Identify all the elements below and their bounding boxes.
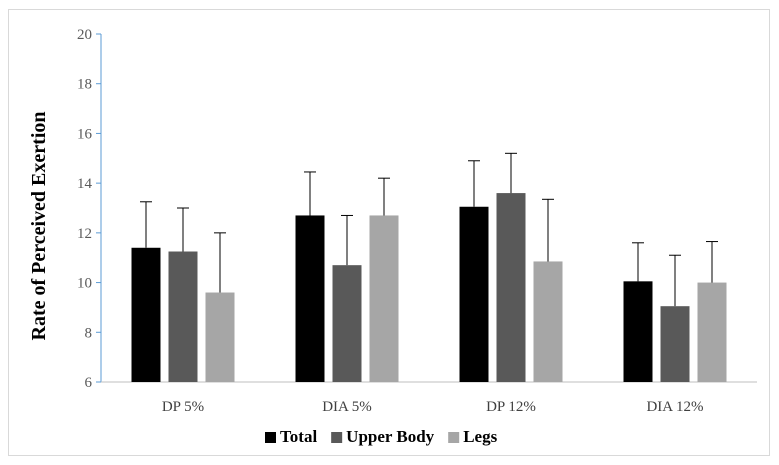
bar-legs [697, 282, 727, 382]
bar-upper-body [660, 306, 690, 382]
y-tick-label: 20 [77, 27, 92, 43]
bar-legs [533, 261, 563, 382]
bar-total [459, 206, 489, 382]
legend-swatch [265, 432, 276, 443]
y-tick-label: 18 [77, 77, 92, 93]
legend: Total Upper Body Legs [265, 427, 498, 446]
y-tick-label: 12 [77, 226, 92, 242]
bar-upper-body [332, 265, 362, 382]
y-tick-label: 16 [77, 126, 93, 142]
x-tick-label: DIA 12% [646, 399, 703, 415]
y-tick-label: 10 [77, 276, 92, 292]
bar-legs [205, 292, 235, 382]
bar-total [623, 281, 653, 382]
x-tick-label: DP 12% [486, 399, 536, 415]
y-tick-label: 8 [85, 325, 93, 341]
legend-label: Upper Body [346, 427, 435, 446]
x-tick-label: DIA 5% [322, 399, 372, 415]
bar-total [131, 247, 161, 382]
legend-label: Total [280, 427, 317, 446]
legend-swatch [448, 432, 460, 443]
bar-upper-body [496, 193, 526, 382]
y-tick-label: 14 [77, 176, 93, 192]
y-axis-label: Rate of Perceived Exertion [28, 112, 50, 341]
legend-swatch [331, 432, 343, 443]
bar-total [295, 215, 325, 382]
bar-legs [369, 215, 399, 382]
plot-area: 6 8 10 12 14 16 18 20 DP 5% DIA 5% DP 12% DIA 12% [77, 27, 757, 415]
x-tick-label: DP 5% [162, 399, 204, 415]
legend-label: Legs [463, 427, 497, 446]
bar-upper-body [168, 251, 198, 382]
y-tick-label: 6 [85, 375, 93, 391]
